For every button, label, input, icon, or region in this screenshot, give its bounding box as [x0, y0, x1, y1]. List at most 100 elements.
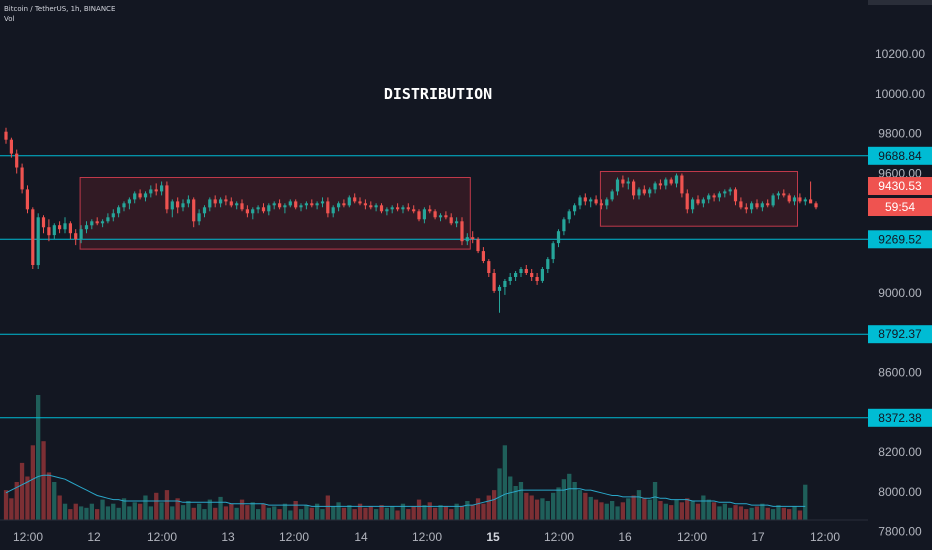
countdown-bg — [868, 198, 932, 216]
volume-bar — [352, 509, 357, 520]
volume-bar — [781, 507, 786, 520]
candle-body — [814, 203, 818, 208]
candle-body — [567, 211, 571, 220]
candle-body — [219, 199, 223, 204]
time-tick-label: 14 — [354, 530, 368, 544]
volume-bar — [717, 506, 722, 520]
volume-bar — [341, 507, 347, 520]
candle-body — [728, 189, 732, 192]
candle-body — [299, 205, 303, 208]
volume-bar — [690, 501, 695, 520]
volume-bar — [524, 492, 529, 520]
volume-bar — [572, 482, 577, 520]
candle-body — [396, 207, 400, 210]
candle-body — [9, 139, 13, 154]
volume-bar — [36, 395, 41, 520]
candle-body — [4, 131, 8, 140]
time-tick-label: 12:00 — [147, 530, 177, 544]
volume-layer — [3, 395, 808, 520]
level-label-text: 8372.38 — [878, 411, 922, 425]
volume-bar — [797, 510, 803, 520]
volume-bar — [298, 509, 304, 520]
volume-bar — [256, 509, 261, 520]
candle-body — [251, 209, 255, 214]
volume-bar — [309, 507, 314, 520]
volume-bar — [583, 492, 588, 520]
price-tick-label: 10200.00 — [875, 47, 925, 61]
volume-bar — [652, 482, 658, 520]
volume-bar — [459, 506, 465, 520]
volume-bar — [331, 506, 336, 520]
volume-bar — [9, 498, 14, 520]
candle-body — [798, 197, 802, 202]
volume-bar — [540, 498, 545, 520]
time-tick-label: 15 — [486, 530, 500, 544]
price-tick-label: 8000.00 — [878, 485, 922, 499]
volume-bar — [470, 505, 475, 520]
volume-bar — [277, 509, 282, 520]
candle-body — [347, 197, 351, 206]
candle-body — [653, 183, 657, 190]
volume-bar — [701, 495, 706, 520]
price-axis-top-marker — [868, 0, 932, 5]
candle-body — [353, 197, 357, 202]
candle-body — [750, 203, 754, 210]
candle-body — [605, 199, 609, 206]
candle-body — [143, 193, 148, 198]
candle-body — [106, 217, 110, 222]
candle-body — [578, 197, 582, 206]
volume-bar — [207, 499, 212, 520]
volume-bar — [604, 503, 609, 520]
volume-bar — [197, 503, 202, 520]
volume-bar — [642, 498, 647, 520]
candle-body — [149, 189, 153, 194]
volume-bar — [685, 498, 690, 520]
candle-body — [632, 181, 636, 196]
candle-body — [181, 203, 185, 208]
candle-body — [342, 203, 346, 206]
candle-body — [412, 209, 416, 212]
candle-body — [739, 201, 743, 208]
time-tick-label: 17 — [751, 530, 765, 544]
countdown-text: 59:54 — [885, 200, 915, 214]
candle-body — [546, 259, 550, 269]
volume-bar — [100, 499, 105, 520]
volume-bar — [266, 507, 271, 520]
volume-bar — [765, 507, 770, 520]
candle-body — [701, 199, 705, 204]
volume-ma-line — [5, 474, 806, 507]
candle-body — [648, 189, 652, 194]
level-label-bg — [868, 146, 932, 165]
candle-body — [476, 239, 480, 252]
candle-body — [138, 193, 142, 198]
volume-bar — [711, 502, 717, 520]
candle-body — [36, 217, 40, 266]
volume-bar — [502, 445, 507, 520]
candle-body — [519, 269, 523, 273]
candle-body — [583, 197, 587, 202]
time-axis[interactable] — [0, 521, 868, 550]
distribution-range-box — [79, 177, 471, 250]
indicator-line: Vol — [4, 15, 15, 23]
candle-body — [658, 183, 662, 186]
volume-bar — [14, 482, 19, 520]
price-axis[interactable] — [868, 0, 932, 520]
volume-bar — [658, 501, 663, 520]
candle-body — [406, 207, 410, 210]
candle-body — [669, 179, 673, 184]
volume-bar — [669, 505, 674, 520]
candle-body — [68, 223, 72, 234]
countdown-label: 59:54 — [868, 198, 932, 216]
price-tick-label: 10000.00 — [875, 87, 925, 101]
volume-bar — [143, 495, 148, 520]
candle-body — [707, 195, 711, 200]
candle-body — [288, 201, 292, 206]
candle-body — [809, 199, 813, 204]
candle-body — [599, 203, 603, 206]
candle-body — [792, 197, 797, 202]
volume-bar — [223, 506, 229, 520]
horizontal-levels[interactable] — [0, 155, 868, 419]
volume-bar — [411, 506, 416, 520]
volume-bar — [454, 503, 459, 520]
